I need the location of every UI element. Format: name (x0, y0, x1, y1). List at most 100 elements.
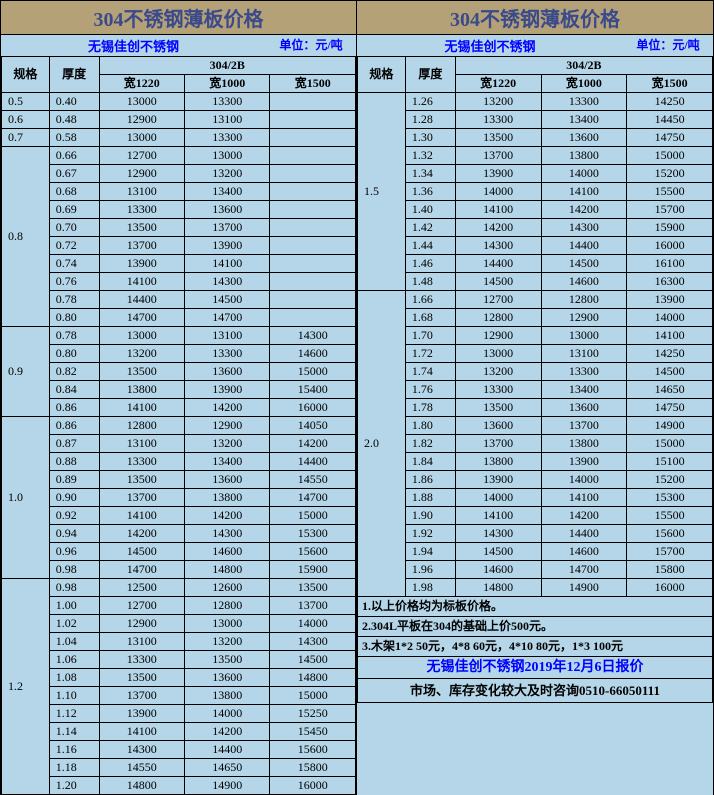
cell-price: 15200 (627, 471, 713, 489)
cell-price: 13500 (455, 129, 541, 147)
cell-price: 14700 (99, 561, 184, 579)
cell-thick: 0.40 (49, 93, 99, 111)
cell-price: 13900 (99, 705, 184, 723)
cell-price: 15000 (270, 687, 356, 705)
cell-price: 13300 (455, 111, 541, 129)
title-left: 304不锈钢薄板价格 (1, 0, 356, 35)
table-row: 1.68128001290014000 (358, 309, 713, 327)
cell-price: 13400 (185, 453, 270, 471)
right-panel: 304不锈钢薄板价格 无锡佳创不锈钢 单位：元/吨 规格 厚度 304/2B 宽… (357, 0, 714, 795)
cell-price: 14000 (455, 489, 541, 507)
cell-price: 13500 (99, 669, 184, 687)
cell-spec: 1.0 (2, 417, 50, 579)
cell-price (270, 165, 356, 183)
cell-thick: 0.48 (49, 111, 99, 129)
table-row: 1.70129001300014100 (358, 327, 713, 345)
table-row: 0.84138001390015400 (2, 381, 356, 399)
cell-price: 13600 (185, 471, 270, 489)
table-row: 1.94145001460015700 (358, 543, 713, 561)
cell-thick: 0.92 (49, 507, 99, 525)
cell-price: 16000 (627, 237, 713, 255)
cell-thick: 0.80 (49, 309, 99, 327)
cell-thick: 1.98 (405, 579, 455, 597)
cell-thick: 1.28 (405, 111, 455, 129)
cell-thick: 1.94 (405, 543, 455, 561)
cell-price (270, 273, 356, 291)
cell-thick: 0.78 (49, 291, 99, 309)
cell-thick: 1.72 (405, 345, 455, 363)
cell-price: 14450 (627, 111, 713, 129)
cell-price: 13700 (99, 687, 184, 705)
cell-price: 14700 (99, 309, 184, 327)
cell-price (270, 147, 356, 165)
cell-price: 12900 (99, 615, 184, 633)
cell-thick: 1.88 (405, 489, 455, 507)
cell-price: 13000 (99, 93, 184, 111)
table-row: 1.28133001340014450 (358, 111, 713, 129)
table-row: 1.98148001490016000 (358, 579, 713, 597)
cell-price: 13300 (185, 345, 270, 363)
cell-thick: 0.88 (49, 453, 99, 471)
cell-price: 13400 (541, 381, 627, 399)
table-row: 1.10137001380015000 (2, 687, 356, 705)
cell-thick: 1.78 (405, 399, 455, 417)
cell-price: 16300 (627, 273, 713, 291)
cell-price: 14250 (627, 93, 713, 111)
table-row: 0.80.661270013000 (2, 147, 356, 165)
cell-price: 13400 (541, 111, 627, 129)
cell-thick: 1.26 (405, 93, 455, 111)
cell-spec: 0.9 (2, 327, 50, 417)
cell-price: 14200 (455, 219, 541, 237)
table-row: 1.20148001490016000 (2, 777, 356, 795)
cell-price: 13500 (185, 651, 270, 669)
cell-price: 14100 (99, 723, 184, 741)
cell-thick: 0.76 (49, 273, 99, 291)
cell-price: 14000 (541, 165, 627, 183)
cell-price: 12700 (99, 597, 184, 615)
cell-price: 14200 (185, 507, 270, 525)
cell-price (270, 237, 356, 255)
cell-price: 14300 (455, 237, 541, 255)
table-row: 0.50.401300013300 (2, 93, 356, 111)
cell-thick: 1.96 (405, 561, 455, 579)
cell-price: 14300 (99, 741, 184, 759)
cell-price: 14300 (541, 219, 627, 237)
table-row: 0.92141001420015000 (2, 507, 356, 525)
cell-price: 14000 (455, 183, 541, 201)
cell-price: 13700 (541, 417, 627, 435)
cell-price: 13800 (541, 147, 627, 165)
cell-price: 13200 (99, 345, 184, 363)
cell-price: 13800 (541, 435, 627, 453)
cell-price (270, 201, 356, 219)
th-grade: 304/2B (99, 57, 355, 75)
table-row: 1.84138001390015100 (358, 453, 713, 471)
cell-price: 12900 (99, 165, 184, 183)
cell-price: 13600 (541, 399, 627, 417)
cell-price: 13300 (185, 93, 270, 111)
cell-thick: 0.66 (49, 147, 99, 165)
cell-price: 14400 (270, 453, 356, 471)
th-w1500: 宽1500 (270, 75, 356, 93)
cell-price: 13900 (185, 381, 270, 399)
cell-price: 12800 (541, 291, 627, 309)
cell-price: 13500 (99, 363, 184, 381)
cell-price: 13300 (99, 651, 184, 669)
cell-price: 12700 (455, 291, 541, 309)
cell-price: 14800 (455, 579, 541, 597)
cell-thick: 1.10 (49, 687, 99, 705)
table-row: 1.88140001410015300 (358, 489, 713, 507)
th-w1000-r: 宽1000 (541, 75, 627, 93)
cell-price: 14400 (455, 255, 541, 273)
cell-price: 13600 (185, 363, 270, 381)
table-row: 1.04131001320014300 (2, 633, 356, 651)
cell-price: 14000 (185, 705, 270, 723)
cell-thick: 0.67 (49, 165, 99, 183)
table-row: 1.40141001420015700 (358, 201, 713, 219)
cell-price: 15300 (270, 525, 356, 543)
th-thick: 厚度 (49, 57, 99, 93)
cell-price: 14300 (185, 525, 270, 543)
cell-price: 13000 (99, 129, 184, 147)
cell-price: 14250 (627, 345, 713, 363)
cell-thick: 0.90 (49, 489, 99, 507)
table-row: 1.18145501465015800 (2, 759, 356, 777)
